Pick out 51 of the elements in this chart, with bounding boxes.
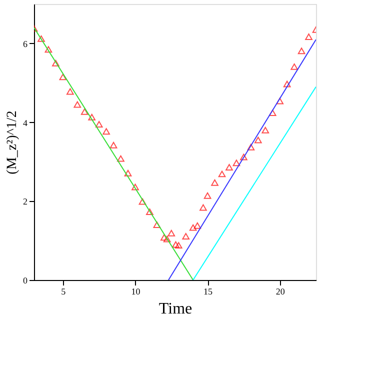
point — [174, 242, 182, 249]
point — [262, 126, 270, 134]
point — [283, 80, 291, 88]
point — [110, 142, 118, 148]
y-tick-label: 6 — [23, 38, 28, 49]
point — [204, 192, 212, 199]
point — [200, 204, 207, 211]
point — [268, 110, 276, 116]
point — [254, 136, 262, 144]
point — [74, 101, 82, 108]
point — [194, 222, 202, 229]
point — [66, 88, 74, 95]
point — [240, 154, 248, 160]
point — [163, 236, 171, 242]
x-tick-label: 15 — [204, 286, 214, 296]
point — [189, 224, 197, 231]
point — [88, 114, 96, 120]
point — [124, 170, 132, 176]
point — [59, 74, 67, 80]
point — [247, 144, 255, 150]
point — [290, 63, 298, 70]
point — [95, 121, 103, 128]
x-tick-label: 20 — [276, 286, 286, 296]
point — [226, 164, 233, 170]
y-tick-label: 0 — [23, 276, 28, 286]
point — [168, 230, 176, 236]
point — [211, 179, 218, 186]
point — [80, 108, 88, 115]
x-axis-title: Time — [158, 300, 192, 318]
point — [146, 208, 154, 216]
point — [232, 160, 240, 166]
point — [172, 241, 180, 248]
point — [38, 35, 45, 42]
point — [52, 60, 60, 66]
point — [153, 222, 161, 228]
point — [182, 232, 190, 240]
point — [132, 184, 139, 190]
point — [138, 198, 146, 205]
y-tick-label: 2 — [23, 196, 28, 207]
point — [305, 33, 312, 40]
point — [298, 48, 306, 54]
y-tick-label: 4 — [23, 118, 28, 128]
point — [102, 128, 110, 135]
x-tick-label: 5 — [61, 286, 66, 296]
y-axis-title: (M_z²)^1/2 — [5, 110, 20, 174]
point — [117, 155, 124, 162]
point — [160, 234, 168, 241]
x-tick-label: 10 — [131, 286, 141, 296]
point — [276, 98, 284, 104]
point — [44, 46, 52, 53]
point — [218, 170, 226, 178]
